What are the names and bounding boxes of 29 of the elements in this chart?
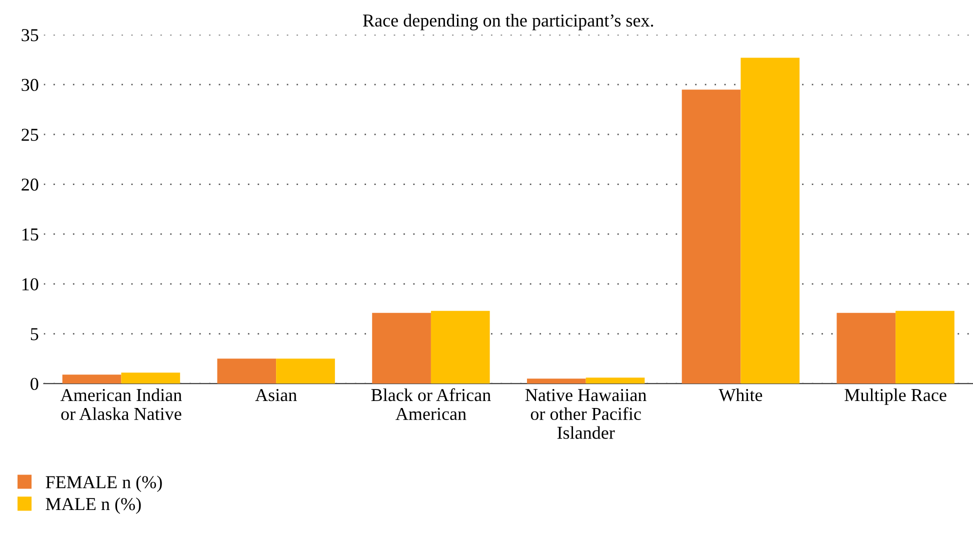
- bar: [121, 372, 180, 384]
- y-tick-label: 30: [22, 78, 38, 92]
- y-tick-label: 35: [22, 29, 38, 42]
- x-tick-label: Native Hawaiian or other Pacific Islander: [525, 389, 646, 439]
- y-tick-label: 5: [30, 328, 38, 340]
- bar: [896, 310, 954, 384]
- bar: [586, 378, 645, 384]
- y-tick-label: 15: [22, 228, 38, 241]
- bar: [430, 310, 490, 384]
- legend-label: MALE n (%): [46, 497, 141, 514]
- x-tick-label: Black or African American: [371, 388, 491, 420]
- x-tick-label: Asian: [255, 389, 297, 402]
- bar: [526, 378, 586, 384]
- chart-title: Race depending on the participant’s sex.: [363, 14, 654, 30]
- bar: [682, 90, 741, 384]
- y-tick-label: 25: [22, 128, 38, 141]
- x-tick-label: American Indian or Alaska Native: [60, 388, 182, 420]
- legend-label: FEMALE n (%): [46, 476, 162, 492]
- y-tick-label: 20: [22, 178, 38, 191]
- bar: [372, 312, 431, 384]
- bar: [740, 58, 800, 384]
- bar: [217, 358, 276, 384]
- bar: [836, 312, 896, 384]
- y-tick-label: 0: [30, 378, 38, 390]
- bar: [62, 374, 122, 384]
- x-tick-label: White: [718, 388, 762, 402]
- bar: [276, 358, 335, 384]
- y-tick-label: 10: [22, 278, 38, 290]
- x-tick-label: Multiple Race: [844, 388, 946, 405]
